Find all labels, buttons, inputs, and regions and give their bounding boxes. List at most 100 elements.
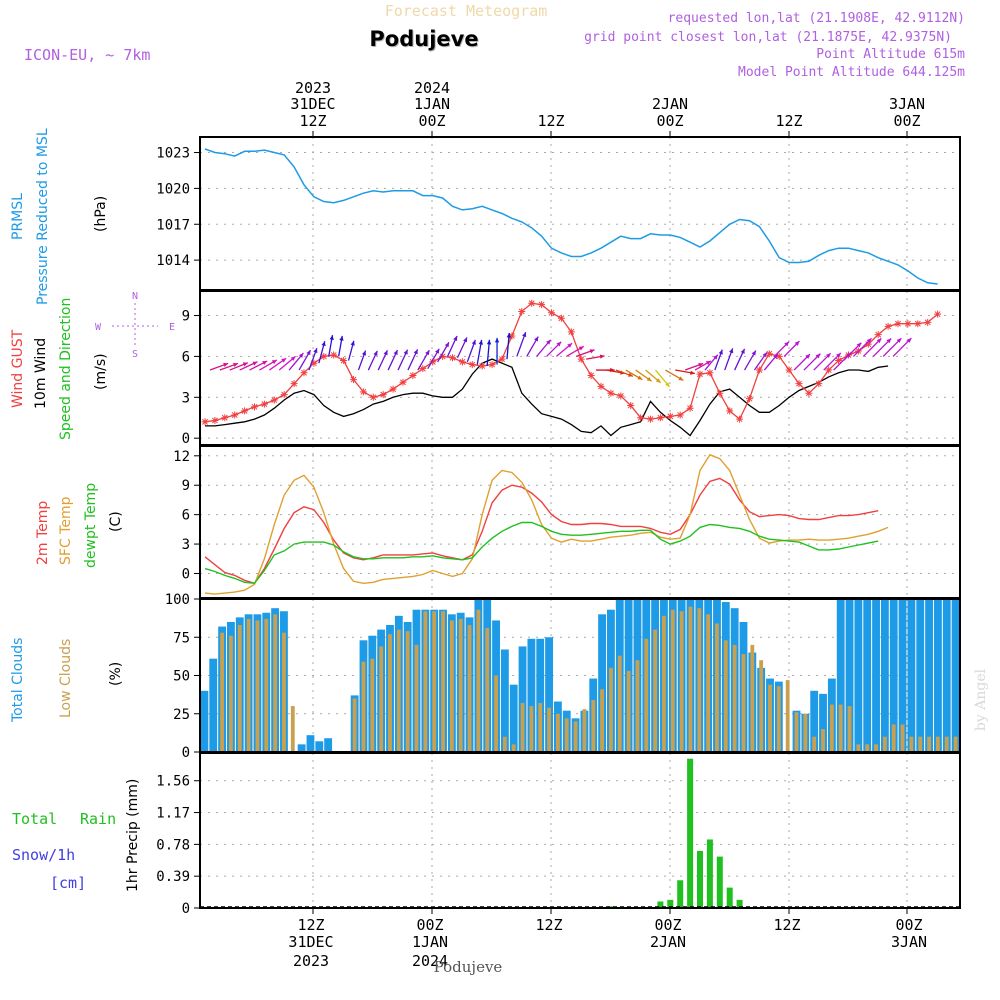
gust-marker: [369, 393, 377, 401]
total-cloud-bar: [509, 684, 518, 752]
gust-marker: [567, 328, 575, 336]
low-cloud-bar: [388, 634, 392, 752]
gust-marker: [518, 307, 526, 315]
gust-marker: [607, 389, 615, 397]
rain-bar: [726, 887, 733, 908]
low-cloud-bar: [467, 625, 472, 752]
wind-arrowhead: [784, 341, 789, 347]
gust-marker: [488, 361, 496, 369]
low-cloud-bar: [821, 729, 825, 752]
y-tick-label: 6: [182, 508, 190, 524]
gust-marker: [300, 369, 308, 377]
rain-bar: [736, 899, 743, 908]
y-tick-label: 0.39: [156, 869, 190, 885]
gust-marker: [587, 371, 595, 379]
compass-s: S: [132, 349, 138, 360]
total-cloud-bar: [942, 599, 951, 752]
bottom-time: 00Z: [416, 916, 443, 934]
wind-arrowhead: [453, 336, 458, 342]
low-cloud-bar: [370, 658, 375, 752]
top-time: 00Z: [656, 112, 683, 130]
low-cloud-bar: [290, 706, 295, 752]
panel3-label-temp2m: 2m Temp: [35, 501, 51, 565]
panel-frame: [199, 290, 961, 446]
gust-marker: [785, 366, 793, 374]
low-cloud-bar: [927, 736, 931, 752]
low-cloud-bar: [732, 644, 737, 752]
wind-arrowhead: [705, 360, 711, 366]
top-year: 2024: [414, 79, 450, 97]
panel2-unit: (m/s): [93, 353, 109, 390]
total-cloud-bar: [880, 599, 889, 752]
gust-marker: [835, 357, 843, 365]
y-tick-label: 0: [182, 745, 190, 761]
gust-marker: [350, 376, 357, 384]
low-cloud-bar: [237, 625, 242, 752]
wind-arrowhead: [373, 350, 378, 356]
y-tick-label: 3: [182, 537, 190, 553]
low-cloud-bar: [715, 623, 719, 752]
low-cloud-bar: [255, 620, 260, 752]
gust-marker: [765, 350, 773, 358]
low-cloud-bar: [662, 615, 666, 752]
gust-marker: [696, 370, 704, 378]
gust-marker: [656, 414, 664, 422]
low-cloud-bar: [785, 680, 790, 752]
low-cloud-bar: [935, 736, 940, 752]
y-tick-label: 1.56: [156, 774, 190, 790]
wind-arrowhead: [886, 338, 892, 344]
wind-arrowhead: [856, 342, 862, 348]
bottom-time: 00Z: [895, 916, 922, 934]
rain-bar: [667, 899, 674, 908]
low-cloud-bar: [944, 736, 949, 752]
model-label: ICON-EU, ~ 7km: [24, 46, 150, 64]
wind-arrowhead: [306, 350, 311, 356]
low-cloud-bar: [591, 699, 596, 752]
top-time: 12Z: [299, 112, 326, 130]
low-cloud-bar: [741, 654, 746, 752]
gust-marker: [548, 309, 555, 317]
rain-bar: [697, 850, 703, 908]
gust-marker: [211, 416, 219, 424]
wind-arrowhead: [578, 346, 584, 351]
point-altitude: Point Altitude 615m: [816, 47, 965, 62]
wind-arrowhead: [655, 378, 661, 383]
panel4-unit: (%): [108, 662, 124, 686]
bottom-date: 1JAN: [412, 933, 448, 951]
wind-arrowhead: [393, 350, 398, 356]
location-title: Podujeve: [369, 27, 478, 51]
gust-marker: [686, 404, 694, 412]
panel1-label-pressure: Pressure Reduced to MSL: [35, 128, 51, 305]
sfc-temp-line: [204, 453, 889, 595]
total-cloud-bar: [907, 599, 916, 752]
wind-arrowhead: [463, 337, 468, 343]
gust-marker: [577, 355, 585, 363]
wind-arrowhead: [494, 337, 500, 343]
gust-marker: [429, 358, 437, 366]
top-time-axis: 2023 31DEC 12Z 2024 1JAN 00Z 12Z 2JAN 00…: [290, 79, 925, 130]
panel5-label-rain: Rain: [80, 810, 116, 828]
panel-frame: [199, 752, 961, 909]
compass-rose: N S W E: [95, 291, 175, 360]
low-cloud-bar: [635, 660, 640, 752]
bottom-time: 12Z: [773, 916, 800, 934]
gust-marker: [458, 358, 466, 366]
low-cloud-bar: [829, 704, 834, 752]
wind-arrowhead: [534, 336, 539, 342]
gust-marker: [538, 301, 546, 309]
total-cloud-bar: [854, 599, 863, 752]
low-cloud-bar: [441, 611, 445, 752]
low-cloud-bar: [688, 606, 693, 752]
wind-arrowhead: [751, 350, 756, 356]
total-cloud-bar: [933, 599, 942, 752]
low-cloud-bar: [485, 628, 490, 752]
total-cloud-bar: [315, 741, 324, 752]
wind-arrowhead: [329, 335, 334, 340]
low-cloud-bar: [768, 684, 772, 752]
wind-arrowhead: [413, 349, 418, 355]
gust-marker: [498, 355, 506, 363]
wind-arrowhead: [713, 354, 718, 360]
low-cloud-bar: [803, 713, 808, 752]
low-cloud-bar: [953, 736, 958, 752]
wind-arrowhead: [628, 372, 634, 377]
